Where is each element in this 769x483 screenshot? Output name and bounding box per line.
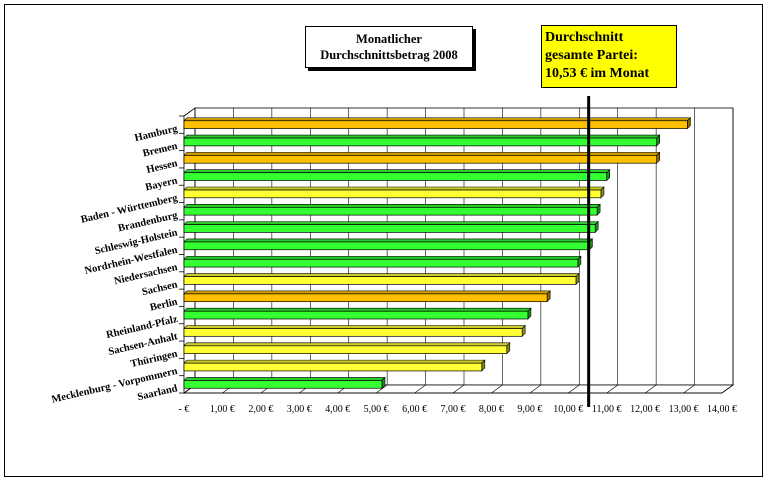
- bar: [183, 310, 529, 320]
- x-tick-label: 13,00 €: [669, 404, 699, 415]
- x-tick-label: 7,00 €: [441, 404, 466, 415]
- floor-gridline: [683, 384, 695, 394]
- bar-top: [183, 117, 692, 122]
- chart-title-line-1: Monatlicher: [356, 32, 422, 46]
- bar: [183, 189, 602, 199]
- bar: [183, 293, 548, 303]
- bar: [183, 380, 383, 389]
- bar: [183, 258, 579, 268]
- bar-top: [183, 325, 526, 329]
- x-tick-label: 9,00 €: [517, 404, 542, 415]
- average-annotation-line-3: 10,53 € im Monat: [545, 66, 650, 81]
- category-label: Saarland: [136, 383, 178, 403]
- chart-title-line-2: Durchschnittsbetrag 2008: [320, 48, 458, 62]
- bar: [183, 241, 590, 251]
- category-label: Sachsen: [141, 279, 179, 298]
- bar: [183, 362, 483, 372]
- x-tick-label: 11,00 €: [592, 404, 622, 415]
- bar-top: [183, 238, 594, 243]
- x-tick-label: 2,00 €: [248, 404, 273, 415]
- category-label: Bremen: [142, 141, 179, 160]
- floor-gridline: [721, 384, 734, 394]
- category-label: Berlin: [149, 297, 179, 314]
- bar-top: [183, 359, 486, 364]
- floor-gridline: [644, 384, 657, 394]
- bar-top: [183, 342, 511, 347]
- bar: [183, 137, 658, 147]
- floor-gridline: [606, 384, 618, 394]
- chart-title: Monatlicher Durchschnittsbetrag 2008: [305, 26, 473, 68]
- category-label: Mecklenburg - Vorpommern: [51, 366, 179, 406]
- x-tick-label: - €: [179, 404, 190, 415]
- bar-top: [183, 221, 599, 225]
- bar-top: [183, 307, 532, 312]
- x-tick-label: 14,00 €: [707, 404, 737, 415]
- floor-gridline: [452, 384, 465, 394]
- bar: [183, 120, 688, 129]
- x-tick-label: 3,00 €: [287, 404, 312, 415]
- x-tick-label: 10,00 €: [553, 404, 583, 415]
- average-annotation-line-2: gesamte Partei:: [545, 48, 638, 63]
- floor-gridline: [414, 384, 426, 394]
- bar-top: [183, 377, 386, 381]
- bar-top: [183, 290, 551, 295]
- category-label: Bayern: [144, 175, 178, 193]
- x-tick-label: 12,00 €: [630, 404, 660, 415]
- bar-top: [183, 204, 601, 208]
- bar: [183, 224, 596, 233]
- bar-top: [183, 273, 580, 277]
- category-label: Hessen: [146, 158, 179, 176]
- bar: [183, 276, 577, 285]
- x-tick-label: 1,00 €: [210, 404, 235, 415]
- bar: [183, 155, 658, 164]
- average-annotation-line-1: Durchschnitt: [545, 30, 624, 45]
- bar: [183, 172, 608, 181]
- bar: [183, 345, 508, 354]
- floor-gridline: [568, 384, 580, 394]
- bar-top: [183, 169, 611, 173]
- floor-gridline: [529, 384, 542, 394]
- average-annotation: Durchschnitt gesamte Partei: 10,53 € im …: [541, 25, 677, 88]
- bar: [183, 328, 523, 337]
- bar-top: [183, 186, 605, 191]
- x-tick-label: 6,00 €: [402, 404, 427, 415]
- x-tick-label: 8,00 €: [479, 404, 504, 415]
- x-tick-label: 4,00 €: [325, 404, 350, 415]
- bar: [183, 206, 598, 216]
- bar-top: [183, 255, 582, 260]
- x-tick-label: 5,00 €: [364, 404, 389, 415]
- floor-gridline: [375, 384, 388, 394]
- floor-gridline: [491, 384, 503, 394]
